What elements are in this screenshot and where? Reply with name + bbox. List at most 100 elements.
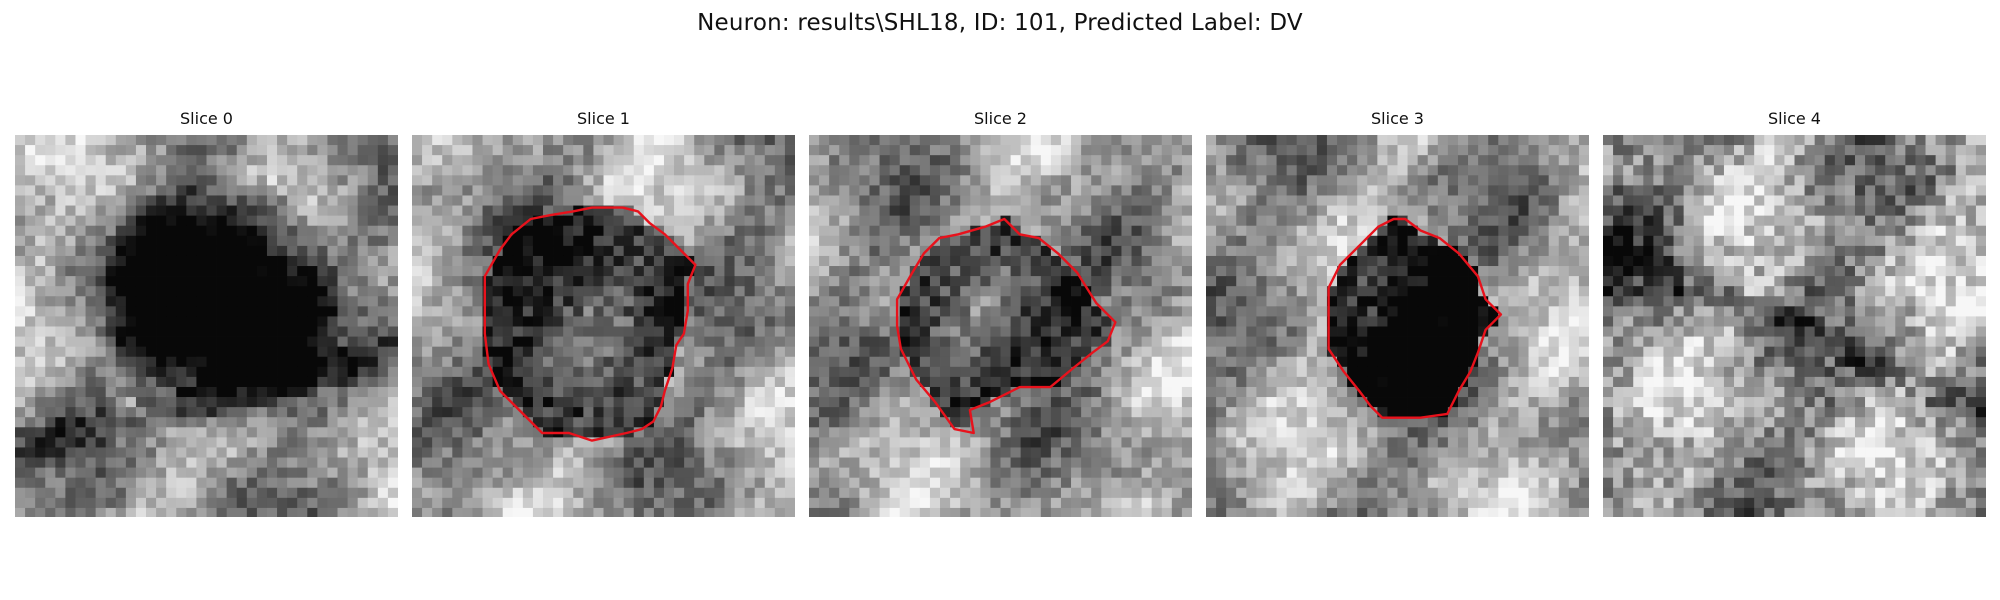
image-pixel: [65, 225, 76, 237]
image-pixel: [573, 245, 584, 257]
image-pixel: [1171, 386, 1183, 398]
image-pixel: [1151, 225, 1163, 237]
image-pixel: [287, 266, 298, 277]
image-pixel: [1161, 316, 1173, 327]
image-pixel: [684, 437, 695, 448]
image-pixel: [623, 235, 635, 247]
image-pixel: [1091, 376, 1102, 388]
image-pixel: [724, 326, 735, 337]
image-pixel: [970, 195, 981, 206]
image-pixel: [226, 266, 238, 277]
image-pixel: [734, 306, 745, 317]
image-pixel: [1528, 255, 1539, 267]
image-pixel: [1030, 326, 1042, 337]
image-pixel: [442, 135, 453, 146]
image-pixel: [543, 245, 554, 257]
image-pixel: [532, 487, 544, 499]
image-pixel: [482, 165, 493, 176]
image-pixel: [1236, 155, 1247, 166]
image-pixel: [849, 417, 860, 428]
image-pixel: [694, 205, 705, 216]
image-pixel: [422, 507, 433, 517]
image-pixel: [653, 507, 665, 517]
image-pixel: [774, 437, 786, 448]
image-pixel: [1000, 145, 1011, 156]
image-pixel: [367, 397, 379, 408]
image-pixel: [1020, 286, 1032, 297]
image-pixel: [337, 336, 348, 348]
image-pixel: [55, 165, 66, 176]
image-pixel: [754, 326, 766, 337]
image-pixel: [442, 457, 453, 468]
image-pixel: [653, 437, 665, 448]
image-pixel: [704, 195, 715, 206]
image-pixel: [85, 356, 96, 368]
image-pixel: [1181, 487, 1192, 499]
image-pixel: [819, 145, 830, 156]
image-pixel: [1030, 417, 1042, 428]
image-pixel: [774, 366, 786, 378]
image-pixel: [1508, 276, 1519, 287]
image-pixel: [1568, 185, 1580, 196]
image-pixel: [387, 356, 398, 368]
image-pixel: [1568, 145, 1580, 156]
image-pixel: [45, 235, 56, 247]
image-pixel: [472, 326, 483, 337]
image-pixel: [1236, 266, 1247, 277]
image-pixel: [1367, 165, 1378, 176]
image-pixel: [1417, 235, 1429, 247]
image-pixel: [764, 497, 776, 509]
image-pixel: [135, 477, 147, 489]
image-pixel: [929, 175, 941, 186]
image-pixel: [1091, 266, 1102, 277]
image-pixel: [85, 266, 96, 277]
image-pixel: [980, 245, 991, 257]
image-pixel: [899, 245, 911, 257]
microscopy-slice-2-image: [809, 135, 1192, 517]
image-pixel: [236, 155, 248, 166]
image-pixel: [919, 346, 931, 358]
image-pixel: [1131, 427, 1142, 438]
image-pixel: [357, 245, 369, 257]
image-pixel: [1468, 205, 1479, 216]
image-pixel: [186, 145, 197, 156]
image-pixel: [1071, 447, 1082, 458]
image-pixel: [784, 427, 795, 438]
image-pixel: [1040, 457, 1052, 468]
image-pixel: [266, 255, 278, 267]
image-pixel: [367, 427, 379, 438]
image-pixel: [1181, 376, 1192, 388]
image-pixel: [573, 366, 584, 378]
image-pixel: [950, 225, 961, 237]
image-pixel: [603, 276, 614, 287]
image-pixel: [75, 497, 86, 509]
image-pixel: [889, 487, 901, 499]
image-pixel: [839, 366, 850, 378]
image-pixel: [734, 205, 745, 216]
image-pixel: [1266, 195, 1277, 206]
image-pixel: [347, 306, 359, 317]
image-pixel: [1081, 437, 1092, 448]
image-pixel: [1111, 397, 1122, 408]
image-pixel: [1347, 286, 1358, 297]
image-pixel: [573, 487, 584, 499]
image-pixel: [940, 255, 951, 267]
image-pixel: [442, 195, 453, 206]
image-pixel: [593, 407, 604, 418]
image-pixel: [1111, 507, 1122, 517]
image-pixel: [603, 175, 614, 186]
image-pixel: [462, 356, 473, 368]
image-pixel: [115, 497, 127, 509]
image-pixel: [754, 185, 766, 196]
image-pixel: [899, 336, 911, 348]
image-pixel: [1216, 296, 1227, 307]
image-pixel: [432, 235, 443, 247]
image-pixel: [462, 336, 473, 348]
image-pixel: [95, 366, 107, 378]
image-pixel: [1050, 356, 1062, 368]
image-pixel: [95, 286, 107, 297]
image-pixel: [734, 135, 745, 146]
image-pixel: [226, 417, 238, 428]
image-pixel: [1010, 356, 1022, 368]
image-pixel: [1071, 135, 1082, 146]
